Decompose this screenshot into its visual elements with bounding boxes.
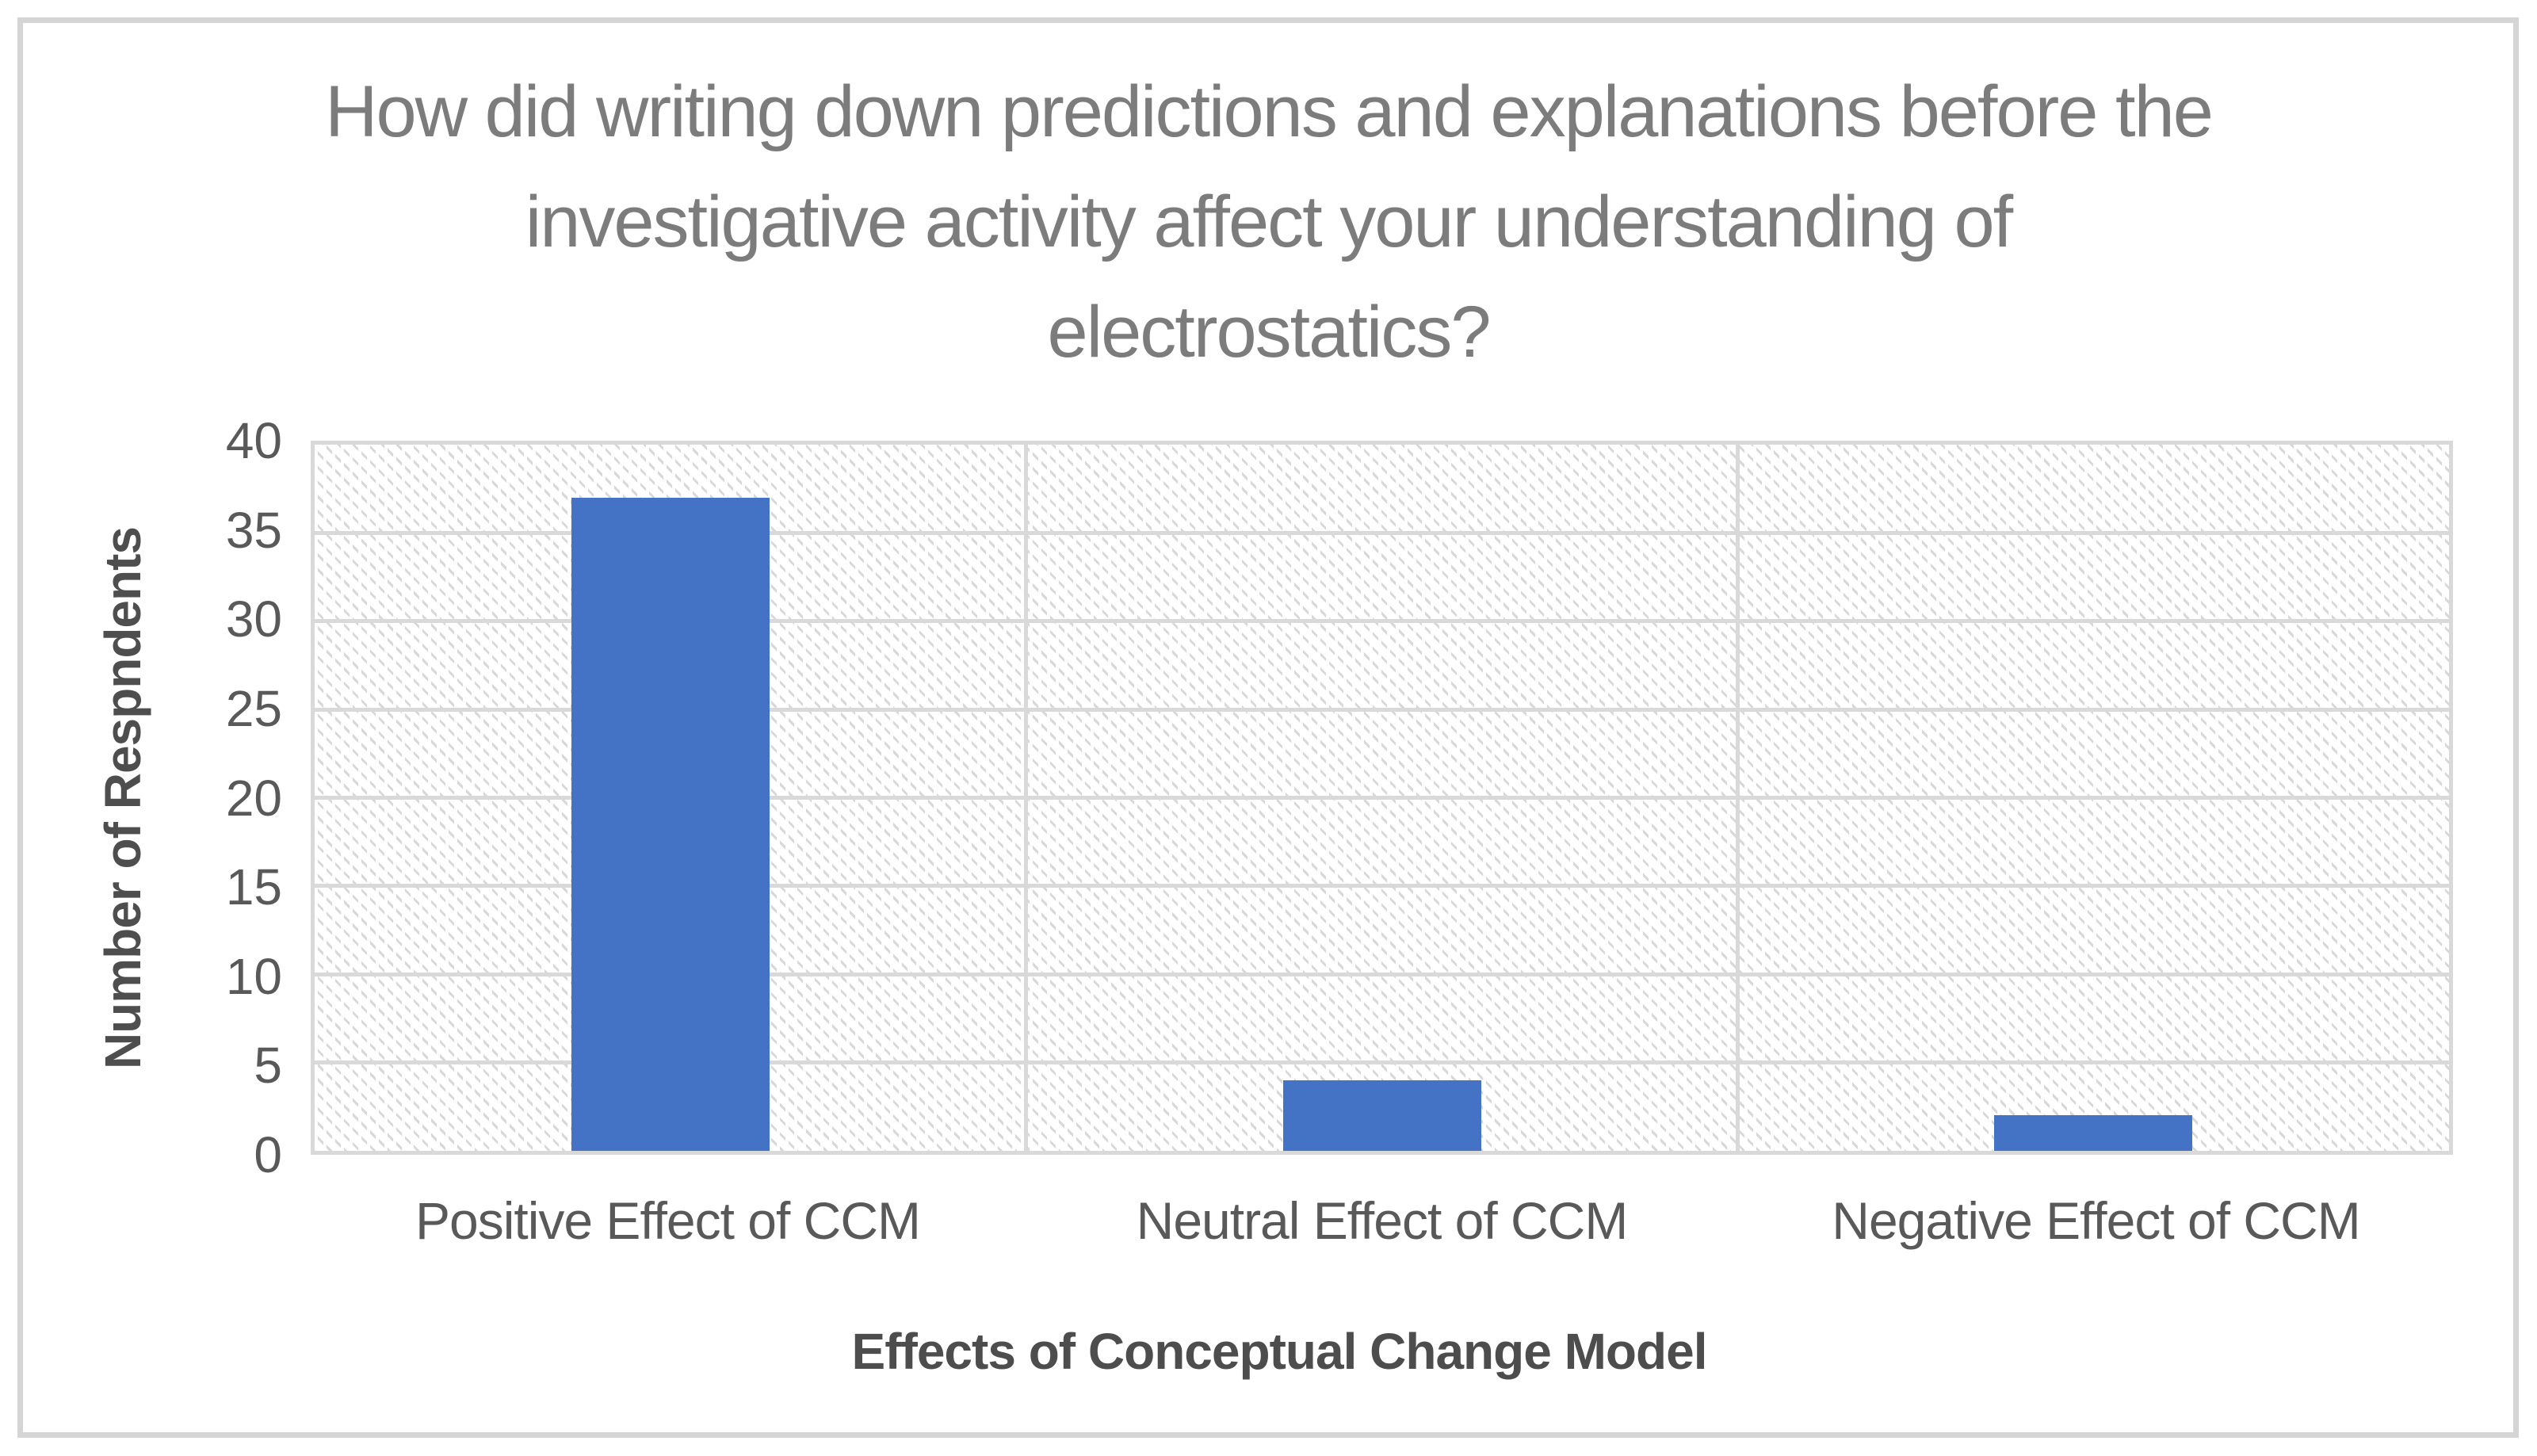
gridline (315, 884, 2449, 889)
y-tick-label: 35 (225, 501, 282, 559)
y-tick-label: 10 (225, 947, 282, 1005)
chart-title: How did writing down predictions and exp… (325, 71, 2214, 373)
y-tick-label: 30 (225, 590, 282, 648)
gridline (315, 530, 2449, 535)
category-divider-gridline (1735, 445, 1740, 1151)
category-label: Negative Effect of CCM (1832, 1191, 2360, 1250)
y-tick-label: 15 (225, 858, 282, 916)
gridline (315, 707, 2449, 712)
y-tick-label: 0 (254, 1126, 282, 1183)
plot-area (311, 441, 2453, 1155)
gridline (315, 972, 2449, 976)
gridline (315, 796, 2449, 800)
y-tick-label: 40 (225, 412, 282, 469)
category-divider-gridline (1024, 445, 1029, 1151)
category-label: Neutral Effect of CCM (1136, 1191, 1629, 1250)
category-label: Positive Effect of CCM (415, 1191, 921, 1250)
bar (1994, 1115, 2193, 1151)
category-labels-row: Positive Effect of CCM Neutral Effect of … (311, 1190, 2453, 1251)
bar (1282, 1080, 1481, 1151)
gridline (315, 1060, 2449, 1065)
gridline (315, 619, 2449, 624)
y-tick-label: 20 (225, 769, 282, 827)
y-tick-label: 5 (254, 1037, 282, 1095)
x-axis-title: Effects of Conceptual Change Model (851, 1323, 1708, 1380)
bar (571, 497, 770, 1151)
y-tick-label: 25 (225, 679, 282, 737)
y-axis-tick-labels: 0 5 10 15 20 25 30 35 40 (48, 415, 282, 1180)
